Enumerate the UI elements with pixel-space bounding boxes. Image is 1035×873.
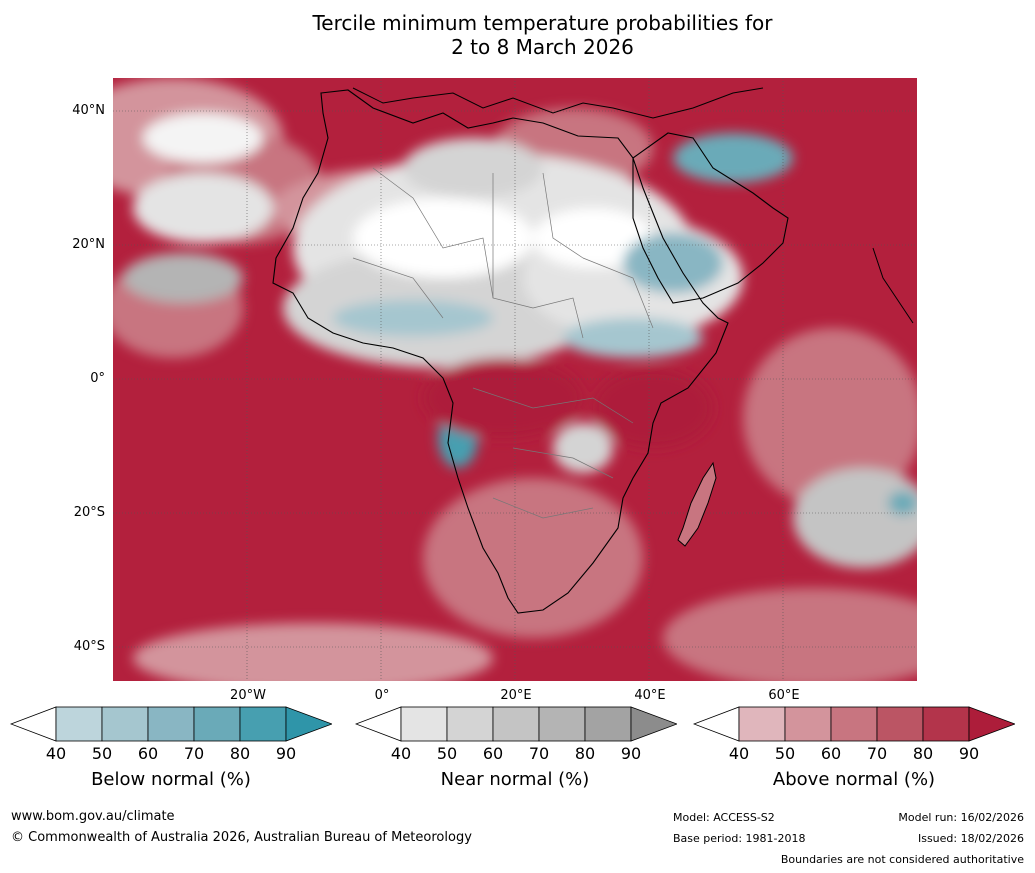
region-below-normal: [623, 233, 723, 293]
footer-model: Model: ACCESS-S2: [673, 811, 775, 824]
colorbar-tick-label: 70: [528, 744, 550, 763]
lon-label-40e: 40°E: [634, 688, 666, 703]
colorbar-segment: [147, 706, 195, 742]
footer-issued: Issued: 18/02/2026: [917, 832, 1024, 845]
colorbar-label-near: Near normal (%): [440, 769, 590, 790]
colorbar-segment: [55, 706, 103, 742]
region-below-normal: [673, 133, 793, 183]
footer-disclaimer: Boundaries are not considered authoritat…: [780, 853, 1024, 866]
colorbar-segment: [876, 706, 924, 742]
colorbar-label-below: Below normal (%): [91, 769, 251, 790]
lon-label-20w: 20°W: [230, 688, 266, 703]
colorbar-segment: [193, 706, 241, 742]
footer-base-period: Base period: 1981-2018: [673, 832, 806, 845]
colorbar-tick-label: 60: [820, 744, 842, 763]
india-coastline: [872, 247, 914, 324]
colorbar-segment: [101, 706, 149, 742]
region-above-light: [663, 588, 917, 681]
graticule: [113, 78, 917, 681]
colorbar-tick-label: 80: [574, 744, 596, 763]
colorbar-segment: [922, 706, 970, 742]
colorbar-max-extend: [630, 706, 677, 742]
region-near-normal: [793, 468, 917, 568]
chart-title-line2: 2 to 8 March 2026: [451, 35, 634, 59]
lon-label-20e: 20°E: [500, 688, 532, 703]
region-near-normal: [403, 138, 543, 198]
region-below-normal: [333, 300, 493, 336]
colorbar-below-normal: [10, 706, 332, 742]
region-near-normal: [133, 173, 273, 243]
region-no-signal: [143, 113, 263, 163]
colorbar-tick-label: 80: [912, 744, 934, 763]
lon-label-0: 0°: [374, 688, 390, 703]
colorbar-segment: [446, 706, 494, 742]
colorbar-segment: [538, 706, 586, 742]
colorbar-tick-label: 40: [728, 744, 750, 763]
region-no-signal: [353, 198, 533, 278]
colorbar-segment: [584, 706, 632, 742]
region-above-light: [133, 623, 493, 681]
footer-model-run: Model run: 16/02/2026: [898, 811, 1024, 824]
lat-label-40n: 40°N: [72, 103, 105, 118]
colorbar-tick-label: 50: [774, 744, 796, 763]
probability-map: [113, 78, 917, 681]
colorbar-tick-label: 90: [958, 744, 980, 763]
colorbar-tick-label: 50: [436, 744, 458, 763]
colorbar-min-extend: [10, 706, 57, 742]
region-above-light: [743, 328, 917, 508]
colorbar-near-normal: [355, 706, 677, 742]
colorbar-max-extend: [285, 706, 332, 742]
footer-website[interactable]: www.bom.gov.au/climate: [11, 809, 175, 824]
colorbar-tick-label: 60: [137, 744, 159, 763]
lon-label-60e: 60°E: [768, 688, 800, 703]
region-near-normal: [553, 423, 613, 473]
region-above-strong: [593, 368, 713, 448]
colorbar-tick-label: 40: [45, 744, 67, 763]
africa-coastline: [272, 89, 729, 614]
colorbar-segment: [784, 706, 832, 742]
colorbar-segment: [830, 706, 878, 742]
region-above-light: [423, 478, 643, 638]
madagascar-coastline: [677, 461, 717, 547]
colorbar-tick-label: 70: [866, 744, 888, 763]
region-no-signal: [533, 208, 653, 268]
lat-label-20s: 20°S: [73, 505, 105, 520]
colorbar-min-extend: [355, 706, 402, 742]
region-below-normal: [563, 318, 703, 358]
lat-label-20n: 20°N: [72, 237, 105, 252]
lat-label-0: 0°: [90, 371, 105, 386]
colorbar-segment: [239, 706, 287, 742]
lat-label-40s: 40°S: [73, 639, 105, 654]
colorbar-segment: [738, 706, 786, 742]
colorbar-min-extend: [693, 706, 740, 742]
colorbar-tick-label: 90: [275, 744, 297, 763]
colorbar-segment: [492, 706, 540, 742]
chart-title-line1: Tercile minimum temperature probabilitie…: [312, 11, 773, 35]
arabia-coastline: [632, 132, 789, 304]
footer-copyright: © Commonwealth of Australia 2026, Austra…: [11, 830, 472, 845]
europe-coastline: [352, 87, 764, 119]
colorbar-tick-label: 80: [229, 744, 251, 763]
country-borders: [352, 167, 654, 519]
colorbar-tick-label: 50: [91, 744, 113, 763]
colorbar-tick-label: 70: [183, 744, 205, 763]
colorbar-tick-label: 40: [390, 744, 412, 763]
colorbar-tick-label: 90: [620, 744, 642, 763]
colorbar-tick-label: 60: [482, 744, 504, 763]
colorbar-max-extend: [968, 706, 1015, 742]
colorbar-label-above: Above normal (%): [772, 769, 936, 790]
colorbar-segment: [400, 706, 448, 742]
region-below-normal: [888, 491, 917, 515]
region-near-normal: [123, 253, 243, 303]
colorbar-above-normal: [693, 706, 1015, 742]
